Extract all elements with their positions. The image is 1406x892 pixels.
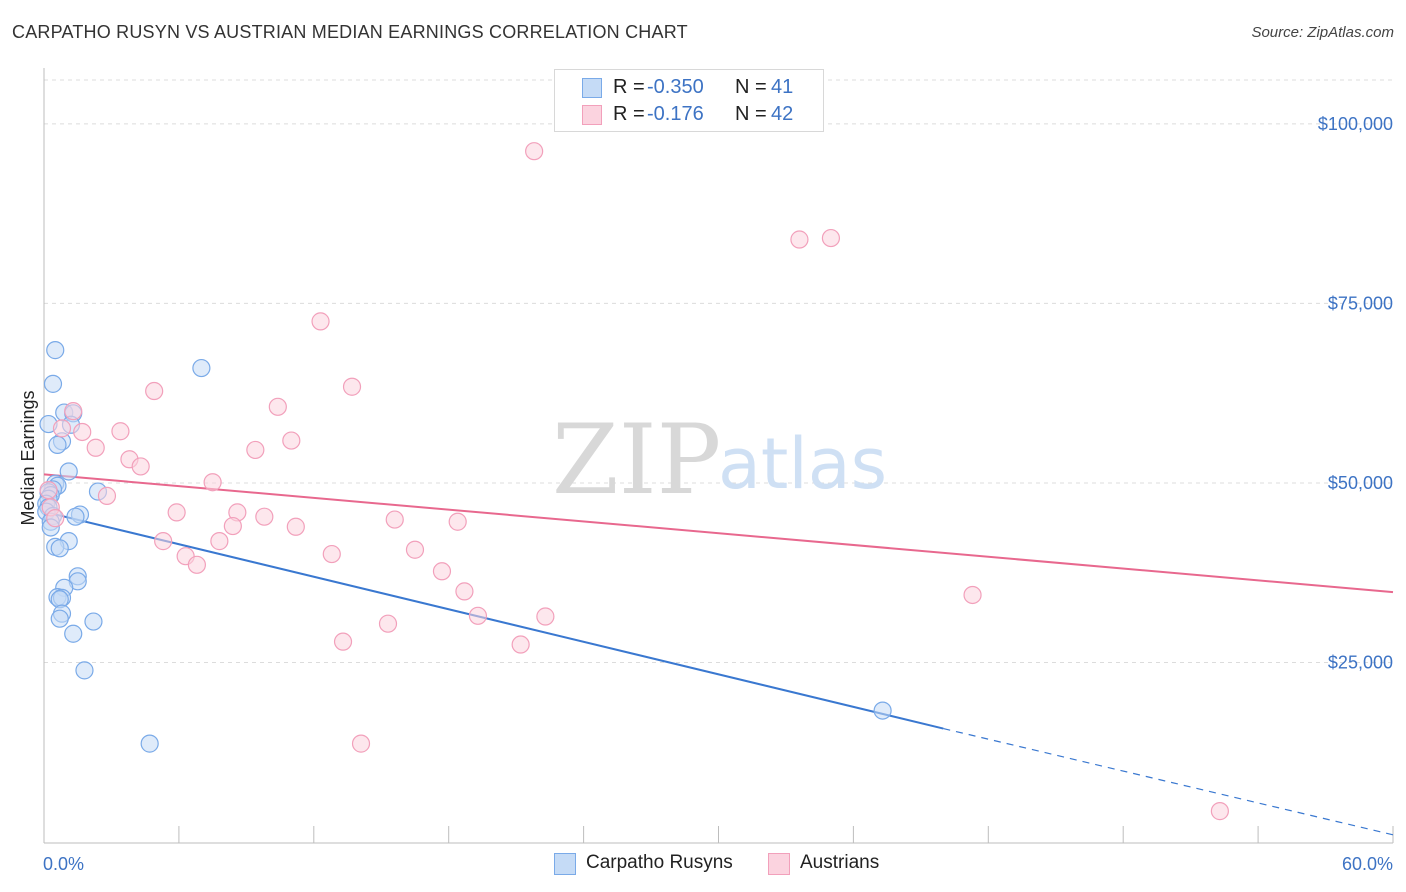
- y-tick-label: $50,000: [1328, 473, 1393, 493]
- point-austrians[interactable]: [455, 582, 474, 601]
- point-austrians[interactable]: [378, 614, 398, 633]
- y-tick-label: $25,000: [1328, 652, 1393, 672]
- point-austrians[interactable]: [286, 517, 305, 536]
- point-carpatho[interactable]: [66, 507, 85, 526]
- stats-row-carpatho: R = -0.350 N = 41: [555, 74, 823, 100]
- point-austrians[interactable]: [268, 397, 287, 416]
- axes: [43, 68, 1394, 844]
- point-austrians[interactable]: [187, 555, 206, 574]
- legend-label-austrians: Austrians: [800, 852, 880, 873]
- point-carpatho[interactable]: [75, 661, 94, 680]
- r-label: R =: [613, 76, 645, 98]
- point-austrians[interactable]: [1210, 802, 1229, 821]
- point-austrians[interactable]: [86, 438, 105, 457]
- point-carpatho[interactable]: [50, 609, 69, 628]
- point-austrians[interactable]: [97, 486, 117, 505]
- point-carpatho[interactable]: [84, 612, 103, 631]
- point-carpatho[interactable]: [64, 624, 83, 643]
- point-austrians[interactable]: [448, 512, 467, 531]
- watermark-zip: ZIP: [552, 404, 721, 516]
- trend-lines: [43, 473, 1394, 836]
- legend-swatch-carpatho: [554, 853, 576, 875]
- point-austrians[interactable]: [282, 431, 301, 450]
- point-austrians[interactable]: [385, 510, 404, 529]
- n-label: N =: [735, 76, 767, 98]
- watermark: ZIP atlas: [552, 404, 887, 516]
- point-carpatho[interactable]: [48, 435, 67, 454]
- point-austrians[interactable]: [223, 516, 242, 536]
- point-austrians[interactable]: [333, 632, 353, 651]
- point-austrians[interactable]: [52, 419, 72, 438]
- y-tick-label: $100,000: [1318, 114, 1393, 134]
- point-austrians[interactable]: [203, 473, 222, 492]
- r-value: -0.350: [647, 76, 704, 98]
- y-axis-label: Median Earnings: [18, 390, 38, 525]
- point-carpatho[interactable]: [50, 539, 69, 558]
- point-austrians[interactable]: [255, 507, 274, 526]
- n-value: 42: [771, 103, 794, 125]
- point-austrians[interactable]: [210, 532, 229, 551]
- r-label: R =: [613, 103, 645, 125]
- point-austrians[interactable]: [131, 457, 150, 476]
- x-tick-label-min: 0.0%: [43, 854, 84, 874]
- point-austrians[interactable]: [311, 312, 330, 331]
- point-austrians[interactable]: [145, 381, 164, 401]
- point-austrians[interactable]: [511, 635, 530, 654]
- trend-line-carpatho: [43, 510, 944, 730]
- point-austrians[interactable]: [351, 734, 371, 753]
- correlation-stats-box: R = -0.350 N = 41 R = -0.176 N = 42: [554, 69, 824, 132]
- r-value: -0.176: [647, 103, 704, 125]
- point-carpatho[interactable]: [59, 462, 78, 481]
- y-tick-labels: $25,000 $50,000 $75,000 $100,000: [1318, 114, 1393, 673]
- point-austrians[interactable]: [246, 440, 265, 460]
- point-carpatho[interactable]: [43, 374, 63, 393]
- legend-swatch-austrians: [768, 853, 790, 875]
- point-austrians[interactable]: [468, 606, 488, 625]
- point-austrians[interactable]: [154, 532, 173, 551]
- point-austrians[interactable]: [73, 422, 92, 442]
- source-credit: Source: ZipAtlas.com: [1251, 24, 1394, 41]
- point-austrians[interactable]: [536, 607, 555, 626]
- point-carpatho[interactable]: [46, 341, 65, 360]
- stats-swatch-austrians: [582, 105, 602, 125]
- stats-swatch-carpatho: [582, 78, 602, 98]
- data-points: [37, 142, 1229, 821]
- point-austrians[interactable]: [963, 585, 982, 605]
- point-austrians[interactable]: [790, 230, 809, 249]
- point-austrians[interactable]: [432, 562, 452, 581]
- point-carpatho[interactable]: [140, 734, 159, 753]
- point-austrians[interactable]: [342, 377, 362, 396]
- legend-label-carpatho: Carpatho Rusyns: [586, 852, 733, 873]
- stats-row-austrians: R = -0.176 N = 42: [555, 101, 823, 127]
- n-value: 41: [771, 76, 794, 98]
- point-austrians[interactable]: [322, 544, 341, 564]
- point-carpatho[interactable]: [192, 358, 211, 378]
- trend-line-austrians: [43, 473, 1394, 594]
- x-tick-label-max: 60.0%: [1342, 854, 1393, 874]
- point-austrians[interactable]: [111, 422, 130, 441]
- chart-title: CARPATHO RUSYN VS AUSTRIAN MEDIAN EARNIN…: [12, 22, 688, 42]
- watermark-atlas: atlas: [718, 423, 887, 505]
- point-carpatho[interactable]: [873, 701, 892, 720]
- point-austrians[interactable]: [405, 540, 425, 559]
- point-austrians[interactable]: [39, 481, 58, 500]
- point-austrians[interactable]: [64, 402, 83, 421]
- point-austrians[interactable]: [167, 503, 186, 522]
- n-label: N =: [735, 103, 767, 125]
- y-tick-label: $75,000: [1328, 293, 1393, 313]
- trend-line-extension: [943, 727, 1394, 836]
- point-austrians[interactable]: [46, 509, 65, 528]
- point-austrians[interactable]: [821, 228, 841, 248]
- point-austrians[interactable]: [525, 142, 544, 161]
